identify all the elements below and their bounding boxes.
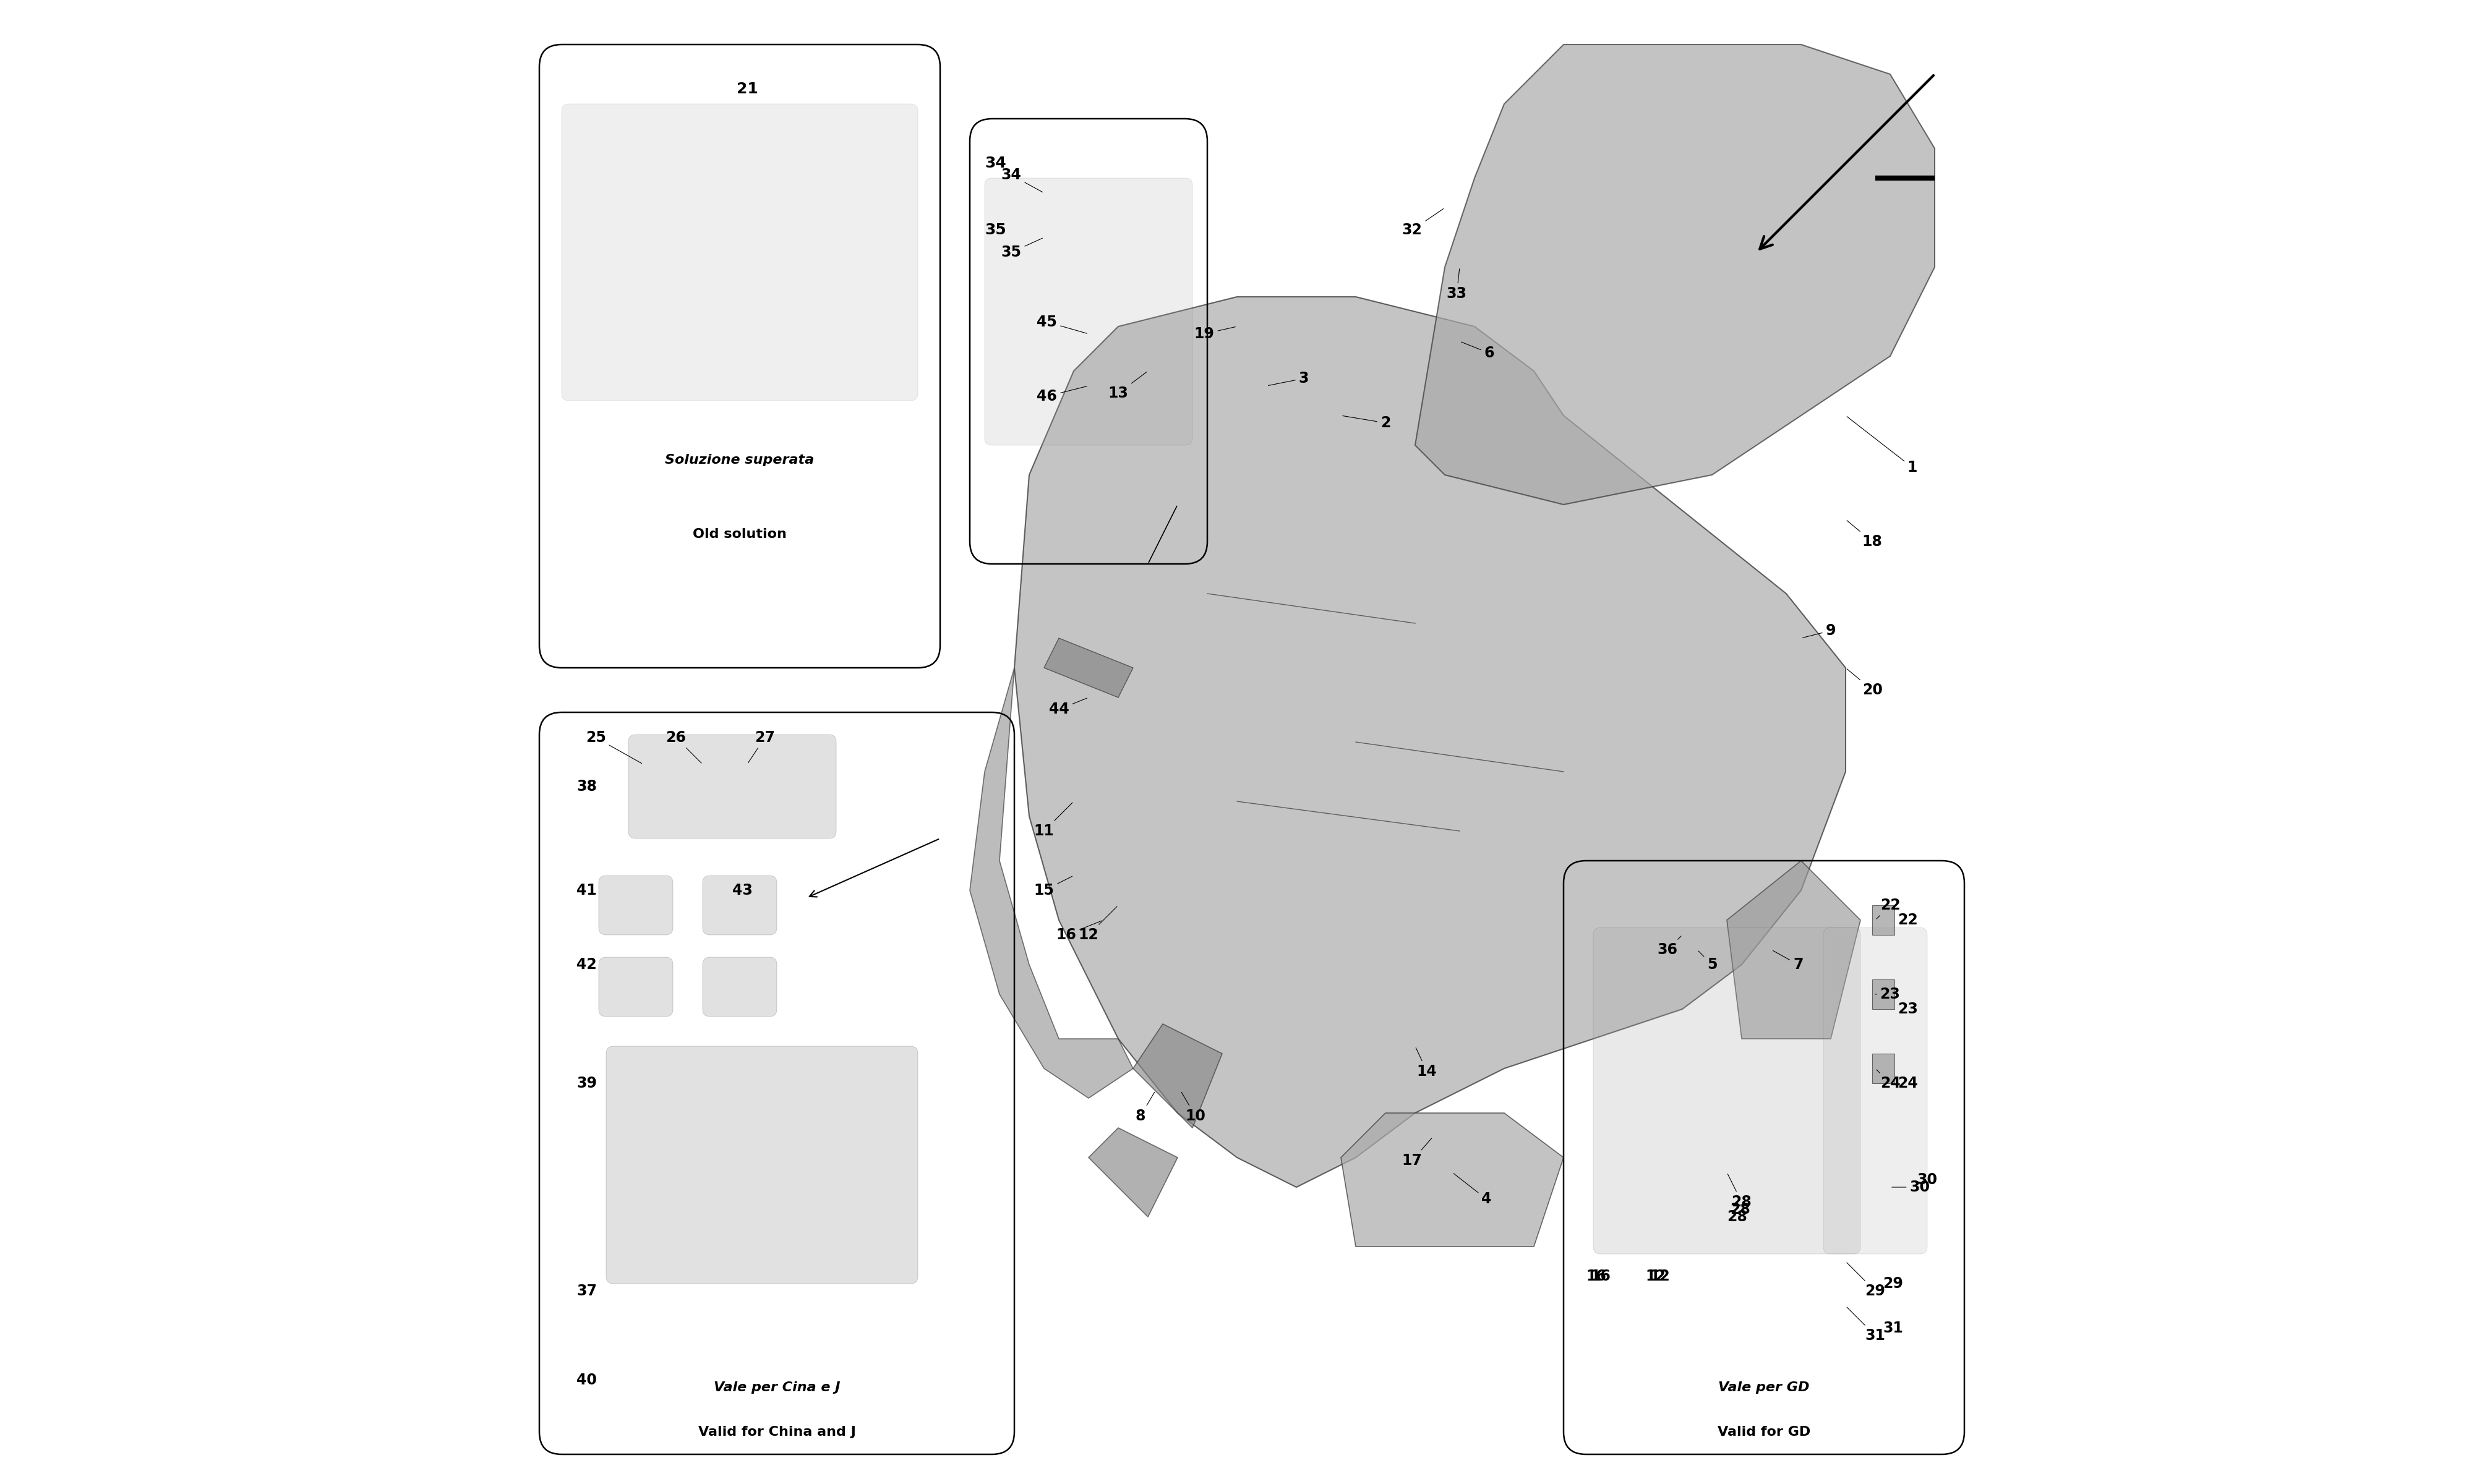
Text: 4: 4 (1455, 1174, 1492, 1206)
FancyBboxPatch shape (599, 957, 673, 1017)
Text: 11: 11 (1034, 803, 1074, 838)
Text: 15: 15 (1034, 877, 1071, 898)
Polygon shape (1415, 45, 1935, 505)
Text: 20: 20 (1848, 669, 1883, 697)
Text: 3: 3 (1269, 371, 1309, 386)
Text: 28: 28 (1727, 1174, 1752, 1209)
Text: 45: 45 (1037, 315, 1086, 334)
Text: 23: 23 (1898, 1002, 1917, 1017)
Text: 23: 23 (1875, 987, 1900, 1002)
Text: 44: 44 (1049, 697, 1086, 717)
Text: 35: 35 (985, 223, 1007, 237)
Polygon shape (970, 668, 1133, 1098)
Text: 22: 22 (1898, 913, 1917, 927)
Text: Vale per Cina e J: Vale per Cina e J (713, 1382, 841, 1393)
FancyBboxPatch shape (1823, 927, 1927, 1254)
Polygon shape (1133, 1024, 1222, 1128)
Text: 39: 39 (576, 1076, 596, 1091)
FancyBboxPatch shape (562, 104, 918, 401)
Text: 24: 24 (1875, 1070, 1900, 1091)
Text: 17: 17 (1403, 1138, 1432, 1168)
Text: Valid for China and J: Valid for China and J (698, 1426, 856, 1438)
Text: 12: 12 (1645, 1269, 1665, 1284)
Text: 41: 41 (576, 883, 596, 898)
Text: 16: 16 (1056, 920, 1101, 942)
Text: 31: 31 (1846, 1307, 1885, 1343)
Text: 2: 2 (1343, 416, 1390, 430)
Text: 34: 34 (985, 156, 1007, 171)
Text: 40: 40 (576, 1373, 596, 1388)
Text: 32: 32 (1403, 209, 1442, 237)
Text: 25: 25 (586, 730, 641, 763)
FancyBboxPatch shape (1593, 927, 1860, 1254)
Text: 21: 21 (737, 82, 757, 96)
Text: 31: 31 (1883, 1321, 1903, 1336)
Polygon shape (1014, 297, 1846, 1187)
Text: 26: 26 (666, 730, 703, 763)
Text: 42: 42 (576, 957, 596, 972)
Text: 19: 19 (1195, 326, 1235, 341)
Polygon shape (1089, 1128, 1178, 1217)
Polygon shape (1341, 1113, 1564, 1247)
Bar (1873, 1054, 1895, 1083)
FancyBboxPatch shape (703, 957, 777, 1017)
Text: 43: 43 (732, 883, 752, 898)
Text: 33: 33 (1447, 269, 1467, 301)
Polygon shape (1044, 638, 1133, 697)
Text: 30: 30 (1893, 1180, 1930, 1195)
Text: 37: 37 (576, 1284, 596, 1298)
FancyBboxPatch shape (599, 876, 673, 935)
Text: 9: 9 (1804, 623, 1836, 638)
Text: 24: 24 (1898, 1076, 1917, 1091)
Text: 35: 35 (1002, 237, 1042, 260)
Bar (1873, 905, 1895, 935)
Text: 12: 12 (1079, 907, 1118, 942)
Text: 28: 28 (1729, 1202, 1749, 1217)
Text: 10: 10 (1183, 1092, 1205, 1123)
Text: Valid for GD: Valid for GD (1717, 1426, 1811, 1438)
Text: 16: 16 (1586, 1269, 1606, 1284)
Text: 16: 16 (1591, 1269, 1611, 1284)
Text: 34: 34 (1002, 168, 1042, 191)
Text: 29: 29 (1883, 1276, 1903, 1291)
Text: 14: 14 (1415, 1048, 1437, 1079)
Text: 46: 46 (1037, 386, 1086, 404)
Text: 1: 1 (1848, 417, 1917, 475)
FancyBboxPatch shape (703, 876, 777, 935)
Text: 12: 12 (1650, 1269, 1670, 1284)
Text: 8: 8 (1136, 1092, 1155, 1123)
Text: 36: 36 (1658, 936, 1682, 957)
Text: 27: 27 (747, 730, 774, 763)
FancyBboxPatch shape (985, 178, 1192, 445)
Text: 13: 13 (1108, 372, 1145, 401)
Text: 28: 28 (1727, 1209, 1747, 1224)
Text: 7: 7 (1774, 951, 1804, 972)
Polygon shape (1727, 861, 1860, 1039)
Text: 6: 6 (1462, 341, 1494, 361)
Text: 22: 22 (1875, 898, 1900, 919)
Text: 30: 30 (1917, 1172, 1937, 1187)
Text: Soluzione superata: Soluzione superata (666, 454, 814, 466)
FancyBboxPatch shape (628, 735, 836, 838)
Text: Old solution: Old solution (693, 528, 787, 540)
Text: 38: 38 (576, 779, 596, 794)
Bar (1873, 979, 1895, 1009)
Text: 29: 29 (1846, 1263, 1885, 1298)
Text: 18: 18 (1848, 521, 1883, 549)
Text: 5: 5 (1697, 951, 1717, 972)
Text: Vale per GD: Vale per GD (1719, 1382, 1808, 1393)
FancyBboxPatch shape (606, 1046, 918, 1284)
